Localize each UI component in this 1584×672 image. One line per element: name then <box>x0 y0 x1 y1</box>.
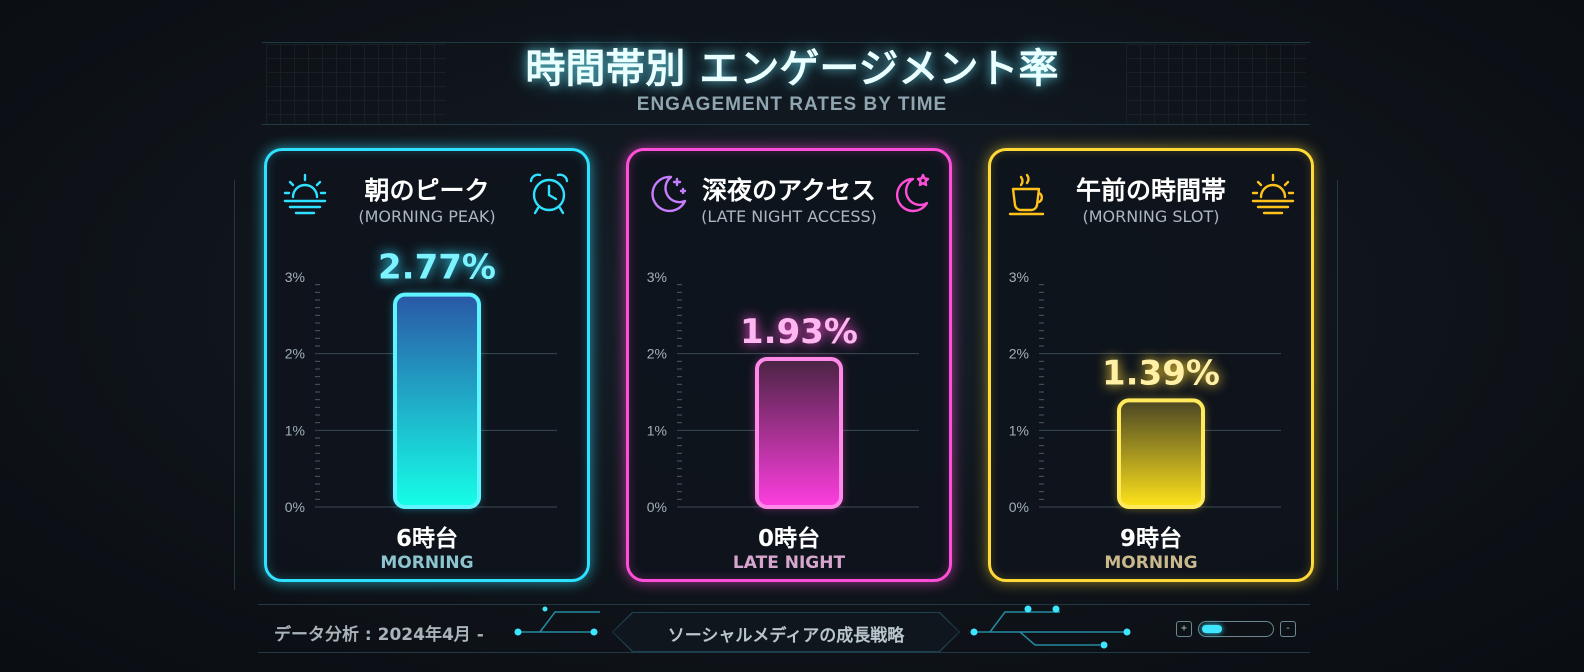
hour-label: 6時台 <box>395 526 458 552</box>
bar <box>1117 398 1205 509</box>
hour-label: 0時台 <box>757 526 820 552</box>
card-title: 午前の時間帯 <box>1075 176 1226 205</box>
page-title: 時間帯別 エンゲージメント率 <box>525 46 1059 92</box>
card-title: 朝のピーク <box>364 176 490 205</box>
card-subtitle: (MORNING SLOT) <box>1082 207 1220 226</box>
card-late-night-access: 深夜のアクセス (LATE NIGHT ACCESS) 0% 1% 2% 3% 1.93… <box>626 148 952 582</box>
y-tick-label: 3% <box>1009 269 1029 285</box>
footer-banner <box>612 612 960 652</box>
data-label: 2.77% <box>378 248 496 288</box>
data-label: 1.39% <box>1102 353 1220 393</box>
alarm-clock-icon <box>529 173 569 215</box>
y-tick-label: 1% <box>647 422 667 438</box>
y-tick-label: 0% <box>647 499 667 515</box>
coffee-cup-icon <box>1008 173 1045 216</box>
zoom-slider[interactable] <box>1198 621 1274 637</box>
time-of-day-label: MORNING <box>380 553 474 573</box>
y-tick-label: 1% <box>1009 422 1029 438</box>
card-title: 深夜のアクセス <box>702 176 876 205</box>
card-morning-peak: 朝のピーク (MORNING PEAK) 0% 1% 2% 3% 2.77% 6時台 M… <box>264 148 590 582</box>
hour-label: 9時台 <box>1119 526 1182 552</box>
y-tick-label: 3% <box>647 269 667 285</box>
footer-data-period: データ分析 : 2024年4月 - <box>274 625 484 645</box>
bar-chart: 0% 1% 2% 3% 1.39% <box>1009 269 1281 515</box>
slider-fill <box>1202 625 1223 633</box>
side-line-left <box>234 180 235 590</box>
card-subtitle: (LATE NIGHT ACCESS) <box>701 207 877 226</box>
bar <box>755 357 843 509</box>
y-tick-label: 2% <box>647 346 667 362</box>
moon-stars-icon <box>651 175 687 213</box>
footer-frame-line-bottom <box>258 652 1310 653</box>
bar <box>393 292 481 509</box>
footer-frame-line <box>258 604 1310 605</box>
card-subtitle: (MORNING PEAK) <box>358 207 496 226</box>
zoom-in-button[interactable]: + <box>1176 621 1192 637</box>
zoom-out-button[interactable]: - <box>1280 621 1296 637</box>
bar-chart: 0% 1% 2% 3% 2.77% <box>285 248 557 515</box>
moon-star-icon <box>895 173 930 213</box>
page-subtitle: ENGAGEMENT RATES BY TIME <box>636 94 948 115</box>
side-line-right <box>1337 180 1338 590</box>
header-frame-line-bottom <box>262 124 1310 125</box>
card-morning-slot: 午前の時間帯 (MORNING SLOT) 0% 1% 2% 3% 1.39% 9時台 … <box>988 148 1314 582</box>
y-tick-label: 0% <box>285 499 305 515</box>
grid-decoration-right <box>1126 44 1306 124</box>
y-tick-label: 0% <box>1009 499 1029 515</box>
y-tick-label: 1% <box>285 422 305 438</box>
y-tick-label: 2% <box>1009 346 1029 362</box>
grid-decoration-left <box>266 44 446 124</box>
sunrise-icon <box>283 173 327 215</box>
time-of-day-label: MORNING <box>1104 553 1198 573</box>
time-of-day-label: LATE NIGHT <box>732 553 846 573</box>
y-tick-label: 2% <box>285 346 305 362</box>
y-tick-label: 3% <box>285 269 305 285</box>
bar-chart: 0% 1% 2% 3% 1.93% <box>647 269 919 515</box>
sunrise-icon <box>1251 173 1295 215</box>
footer-banner-text: ソーシャルメディアの成長戦略 <box>667 626 905 646</box>
data-label: 1.93% <box>740 312 858 352</box>
header-frame-line <box>262 42 1310 43</box>
